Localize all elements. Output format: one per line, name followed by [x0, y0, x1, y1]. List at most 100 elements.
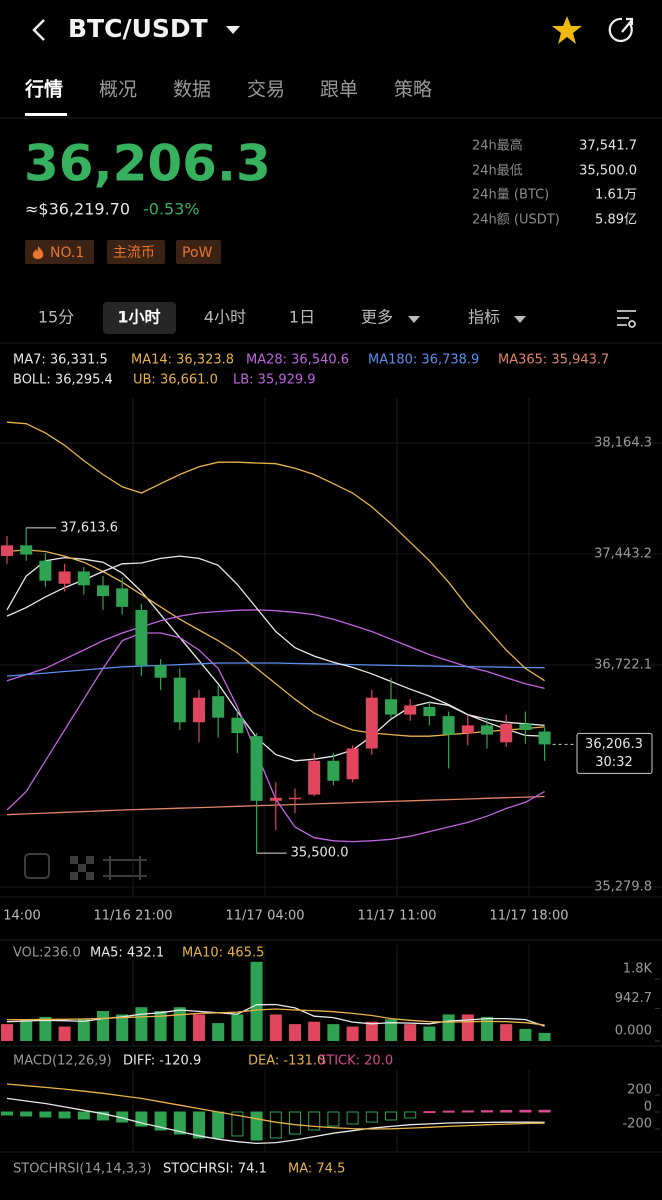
macd-bar — [346, 1111, 359, 1125]
extreme-label: 37,613.6 — [60, 520, 118, 535]
y-tick-label: -200 — [622, 1116, 652, 1131]
volume-bar — [385, 1019, 397, 1041]
last-price: 36,206.3 — [24, 135, 271, 193]
macd-bar — [481, 1110, 493, 1113]
interval[interactable]: 15分 — [38, 308, 74, 327]
candle-body — [461, 725, 474, 734]
tag: PoW — [182, 245, 213, 261]
candle-body — [500, 723, 513, 743]
tab[interactable]: 交易 — [247, 79, 285, 101]
volume-bar — [39, 1016, 52, 1041]
price-change: -0.53% — [143, 200, 200, 219]
macd-bar — [20, 1111, 33, 1117]
volume-bar — [327, 1024, 340, 1041]
volume-bar — [519, 1028, 532, 1041]
candle-body — [519, 723, 532, 730]
macd-bar — [385, 1111, 397, 1121]
stat-value: 37,541.7 — [579, 139, 637, 154]
volume-bar — [231, 1014, 244, 1041]
legend-entry: BOLL: 36,295.4 — [13, 373, 113, 388]
usd-price: ≈$36,219.70 — [25, 200, 130, 219]
x-tick-label: 14:00 — [3, 909, 40, 924]
stat-value: 5.89亿 — [595, 213, 637, 228]
macd-bar — [250, 1111, 263, 1141]
pair-dropdown[interactable] — [226, 26, 240, 34]
tag-bg — [25, 240, 94, 264]
macd-bar — [404, 1111, 417, 1119]
volume-bar — [404, 1024, 417, 1041]
back-button[interactable] — [32, 19, 45, 41]
interval[interactable]: 1小时 — [117, 308, 160, 327]
extreme-label: 35,500.0 — [291, 846, 349, 861]
x-tick-label: 11/17 18:00 — [489, 909, 568, 924]
candle-body — [20, 545, 33, 555]
macd-bar — [365, 1111, 378, 1123]
tag-bg — [107, 240, 165, 264]
indicator-title: VOL:236.0 — [13, 946, 81, 961]
dropdown-arrow — [408, 316, 420, 323]
share-button[interactable] — [608, 17, 634, 42]
legend-entry: MA365: 35,943.7 — [498, 353, 609, 368]
volume-bar — [116, 1014, 129, 1041]
macd-bar — [289, 1111, 301, 1135]
macd-bar — [1, 1111, 13, 1116]
volume-bar — [500, 1024, 513, 1041]
macd-bar — [327, 1111, 340, 1127]
interval[interactable]: 更多 — [361, 308, 393, 327]
candle-body — [442, 716, 455, 735]
volume-bar — [423, 1026, 436, 1041]
pair-title[interactable]: BTC/USDT — [68, 14, 208, 43]
y-tick-label: 942.7 — [615, 991, 652, 1006]
stat-label: 24h最低 — [472, 164, 523, 179]
macd-bar — [77, 1111, 90, 1120]
chart-settings[interactable] — [617, 310, 636, 328]
stat-value: 1.61万 — [595, 188, 637, 203]
legend-entry: STOCHRSI: 74.1 — [163, 1162, 267, 1177]
volume-bar — [212, 1023, 225, 1041]
interval[interactable]: 4小时 — [204, 308, 246, 327]
candle-body — [423, 706, 436, 717]
macd-bar — [538, 1109, 551, 1113]
candle-body — [58, 571, 71, 584]
volume-bar — [308, 1021, 321, 1041]
candle-body — [39, 560, 52, 581]
volume-bar — [173, 1007, 186, 1041]
macd-bar — [154, 1111, 167, 1131]
tab[interactable]: 跟单 — [320, 79, 358, 101]
candle-body — [77, 571, 90, 586]
legend-entry: MA7: 36,331.5 — [13, 353, 108, 368]
volume-bar — [20, 1019, 33, 1041]
volume-bar — [97, 1011, 109, 1041]
candle-body — [289, 797, 301, 800]
watermark — [24, 853, 147, 880]
x-tick-label: 11/16 21:00 — [93, 909, 172, 924]
macd-bar — [58, 1111, 71, 1119]
tab[interactable]: 概况 — [99, 79, 137, 101]
y-tick-label: 200 — [627, 1083, 652, 1098]
volume-bar — [135, 1007, 148, 1041]
legend-entry: MA180: 36,738.9 — [368, 353, 479, 368]
candle-body — [385, 699, 397, 715]
volume-bar — [538, 1032, 551, 1041]
macd-bar — [173, 1111, 186, 1135]
tab[interactable]: 数据 — [173, 79, 211, 101]
candle-body — [97, 585, 109, 597]
interval[interactable]: 指标 — [468, 308, 500, 327]
volume-bar — [442, 1014, 455, 1041]
candle-body — [538, 731, 551, 745]
dropdown-arrow — [514, 316, 526, 323]
tab[interactable]: 行情 — [24, 78, 63, 101]
candle-body — [1, 545, 13, 557]
volume-bar — [289, 1024, 301, 1041]
legend-entry: MA5: 432.1 — [90, 946, 164, 961]
volume-bar — [461, 1014, 474, 1041]
y-tick-label: 1.8K — [623, 962, 653, 977]
candle-body — [212, 696, 225, 718]
interval[interactable]: 1日 — [289, 308, 315, 327]
favorite-star[interactable] — [552, 16, 582, 44]
macd-bar — [500, 1109, 513, 1113]
tag: 主流币 — [113, 245, 155, 261]
tab[interactable]: 策略 — [394, 79, 432, 101]
candle-body — [193, 697, 205, 723]
countdown: 30:32 — [595, 755, 632, 770]
